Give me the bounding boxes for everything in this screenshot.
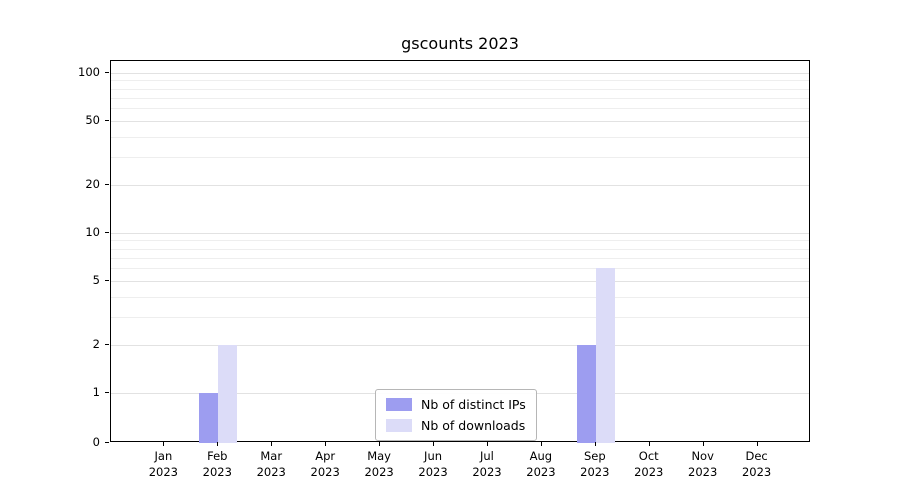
minor-gridline [111,316,809,318]
x-tick-mark [594,442,596,446]
minor-gridline [111,108,809,110]
legend-entry: Nb of downloads [386,418,526,433]
x-tick-mark [756,442,758,446]
minor-gridline [111,248,809,250]
legend-swatch-distinct-ips [386,398,412,411]
legend: Nb of distinct IPs Nb of downloads [375,389,537,441]
x-tick-label: Feb 2023 [185,448,249,480]
bar-distinct-ips [576,344,596,443]
x-tick-mark [433,442,435,446]
x-tick-year: 2023 [310,465,340,479]
y-tick-label: 10 [85,225,100,239]
y-tick-mark [105,232,109,233]
x-tick-label: Jun 2023 [401,448,465,480]
y-tick-mark [105,442,109,443]
minor-gridline [111,88,809,90]
x-tick-year: 2023 [688,465,718,479]
minor-gridline [111,156,809,158]
minor-gridline [111,136,809,138]
x-tick-label: Dec 2023 [725,448,789,480]
major-gridline [111,233,809,234]
x-tick-month: Aug [529,449,553,463]
minor-gridline [111,97,809,99]
x-tick-mark [648,442,650,446]
bar-downloads [595,268,615,443]
y-tick-label: 2 [92,336,100,351]
x-tick-month: Oct [638,449,659,463]
x-tick-month: Dec [745,449,768,463]
minor-gridline [111,268,809,270]
x-tick-year: 2023 [418,465,448,479]
legend-label: Nb of downloads [421,418,526,433]
x-tick-month: Jun [424,449,443,463]
x-tick-label: Aug 2023 [509,448,573,480]
minor-gridline [111,80,809,82]
x-tick-month: Feb [207,449,228,463]
x-tick-label: Nov 2023 [671,448,735,480]
x-tick-month: Jan [154,449,173,463]
legend-swatch-downloads [386,419,412,432]
x-tick-label: Apr 2023 [293,448,357,480]
x-tick-year: 2023 [741,465,772,479]
y-tick-label: 50 [85,113,100,128]
chart-title: gscounts 2023 [401,34,519,53]
x-tick-label: Jan 2023 [131,448,195,480]
bar-distinct-ips [199,393,219,443]
x-tick-year: 2023 [364,465,394,479]
x-tick-month: Mar [260,449,283,463]
y-tick-label: 100 [78,65,100,79]
x-tick-month: Apr [315,449,336,463]
x-tick-mark [217,442,219,446]
y-tick-mark [105,72,109,73]
x-tick-year: 2023 [634,465,664,479]
plot-area [110,60,810,443]
x-tick-year: 2023 [526,465,556,479]
major-gridline [111,344,809,346]
x-tick-label: Jul 2023 [455,448,519,480]
x-tick-label: Mar 2023 [239,448,303,480]
x-tick-month: Nov [691,449,714,463]
y-tick-mark [105,120,109,122]
x-tick-month: Sep [583,449,606,463]
y-tick-mark [105,183,109,185]
legend-entry: Nb of distinct IPs [386,397,526,412]
major-gridline [111,281,809,283]
minor-gridline [111,257,809,259]
x-tick-mark [486,442,488,446]
major-gridline [111,73,809,74]
major-gridline [111,184,809,186]
y-tick-label: 1 [92,385,100,399]
x-tick-label: Oct 2023 [617,448,681,480]
x-tick-label: May 2023 [347,448,411,480]
x-tick-year: 2023 [580,465,610,479]
x-tick-mark [271,442,273,446]
x-tick-year: 2023 [148,465,179,479]
bar-downloads [218,344,238,443]
minor-gridline [111,296,809,298]
y-tick-mark [105,280,109,282]
x-tick-label: Sep 2023 [563,448,627,480]
y-tick-label: 5 [92,273,100,288]
x-tick-mark [325,442,327,446]
x-tick-month: May [367,449,391,463]
y-tick-mark [105,343,109,345]
x-tick-mark [163,442,165,446]
legend-label: Nb of distinct IPs [421,397,526,412]
y-tick-label: 20 [85,176,100,191]
y-tick-mark [105,392,109,393]
x-tick-mark [540,442,542,446]
x-tick-mark [379,442,381,446]
x-tick-year: 2023 [256,465,286,479]
major-gridline [111,121,809,123]
x-tick-year: 2023 [472,465,502,479]
x-tick-mark [702,442,704,446]
minor-gridline [111,240,809,242]
x-tick-month: Jul [480,449,494,463]
x-tick-year: 2023 [202,465,232,479]
y-tick-label: 0 [92,435,100,449]
